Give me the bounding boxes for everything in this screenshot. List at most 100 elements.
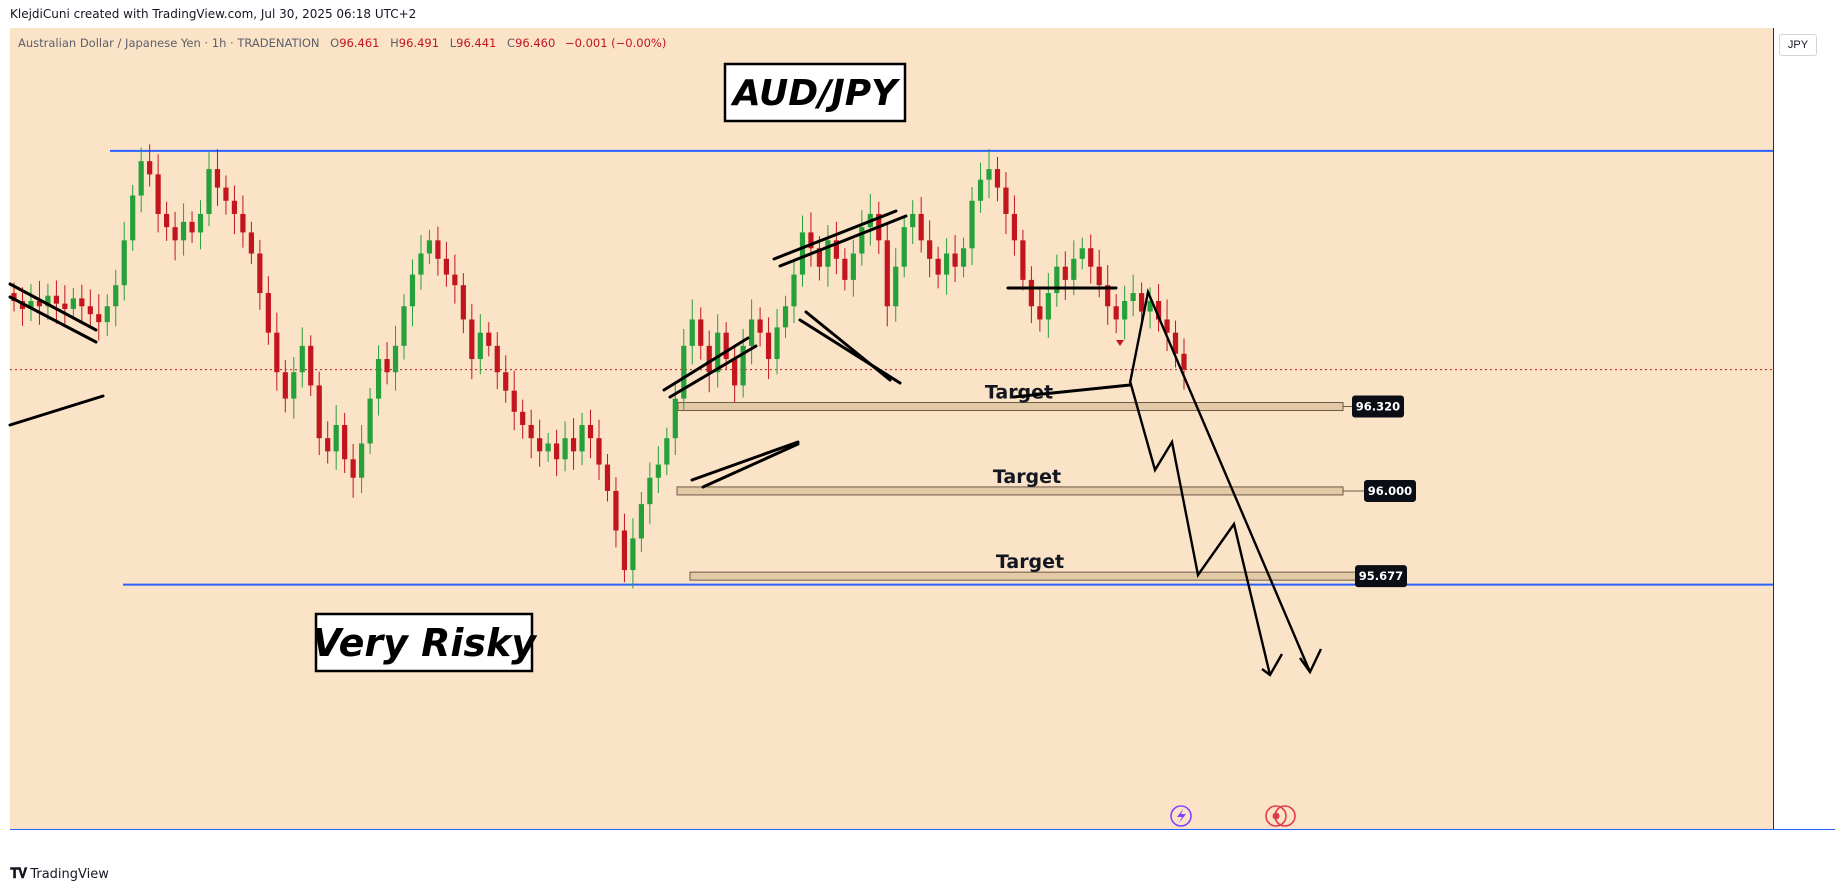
author-credit: KlejdiCuni created with TradingView.com,… [10,7,417,21]
candle-body [1096,266,1102,286]
candle-body [452,274,458,286]
trend-line-drawing[interactable] [798,318,902,385]
symbol-name: Australian Dollar / Japanese Yen · 1h · … [18,36,320,50]
target-zone[interactable] [689,571,1357,581]
candle-body [621,530,628,571]
open-label: O [330,36,340,50]
candle-body [384,359,390,373]
price-axis[interactable] [1773,28,1835,829]
economic-event-icon-front[interactable] [1265,805,1287,827]
candle-body [79,298,85,307]
candle-body [537,438,543,452]
risk-annotation-box[interactable] [314,612,534,673]
bottom-bar [0,849,1835,892]
trend-line-drawing[interactable] [8,282,98,332]
candle-body [1122,301,1128,320]
symbol-legend[interactable]: Australian Dollar / Japanese Yen · 1h · … [18,36,666,50]
candle-body [638,504,644,539]
candle-body [189,221,195,233]
candle-body [87,306,93,315]
tradingview-logo[interactable]: 𝐓𝐕 TradingView [10,866,109,882]
change-value: −0.001 (−0.00%) [564,36,667,50]
target-price-label: 95.677 [1359,569,1403,583]
candle-body [477,332,483,360]
candle-body [1181,353,1187,370]
candle-body [681,345,687,399]
candle-body [460,285,466,320]
candle-body [808,232,814,249]
candle-body [138,161,144,196]
candle-body [435,240,441,259]
candle-body [944,253,950,275]
trend-line-drawing[interactable] [690,440,800,482]
projected-path-short[interactable] [1128,380,1272,676]
candle-body [1011,213,1018,241]
candle-body [579,424,585,452]
candle-body [206,169,212,214]
candle-body [570,438,577,452]
candle-body [859,227,865,254]
target-zone[interactable] [677,402,1344,412]
candle-body [282,372,288,399]
candle-body [740,345,746,386]
candle-body [494,345,500,373]
candle-body [113,285,119,307]
candle-body [715,332,721,373]
candle-body [503,372,509,391]
candle-body [443,258,449,275]
projected-path-long[interactable] [1128,287,1312,673]
tradingview-brand: TradingView [30,866,109,882]
candle-body [825,240,831,267]
open-value: 96.461 [339,36,380,50]
currency-button[interactable]: JPY [1779,34,1817,56]
candle-body [350,459,356,478]
trend-line-drawing[interactable] [8,394,105,427]
candle-body [401,306,407,346]
target-zone[interactable] [676,486,1344,496]
candle-body [96,314,102,323]
candle-body [418,253,424,275]
candle-body [994,169,1001,188]
low-value: 96.441 [456,36,497,50]
candle-body [528,424,534,439]
time-axis[interactable] [10,829,1835,850]
candle-body [1020,240,1026,280]
candle-body [274,332,280,373]
tv-logo-icon: 𝐓𝐕 [10,866,27,882]
candle-body [1079,248,1085,259]
candle-body [1062,266,1068,280]
chart-pane[interactable] [10,28,1773,829]
candle-body [265,293,271,333]
candle-body [587,424,594,439]
candle-body [613,490,619,531]
candle-body [918,213,924,241]
candle-body [299,345,305,373]
candle-body [240,213,246,233]
candle-body [1130,293,1136,302]
candle-body [70,298,76,309]
candle-body [486,332,492,346]
trend-line-drawing[interactable] [662,336,750,392]
trend-line-drawing[interactable] [778,214,908,268]
candle-body [121,240,127,286]
close-label: C [507,36,516,50]
trend-line-drawing[interactable] [1012,383,1132,399]
close-value: 96.460 [515,36,556,50]
lightning-event-icon[interactable] [1170,805,1192,827]
candle-body [155,174,161,214]
title-annotation-box[interactable] [723,62,907,123]
candle-body [596,438,602,465]
candle-body [791,274,797,307]
alert-marker-icon [1116,340,1124,346]
trend-line-drawing[interactable] [8,295,98,344]
target-price-tag [1364,479,1416,502]
candle-body [223,187,229,201]
candle-body [511,390,517,412]
trend-line-drawing[interactable] [772,209,898,261]
candle-body [214,169,221,188]
candle-body [706,345,712,373]
trend-line-drawing[interactable] [668,344,758,399]
trend-line-drawing[interactable] [701,442,800,489]
high-label: H [390,36,399,50]
